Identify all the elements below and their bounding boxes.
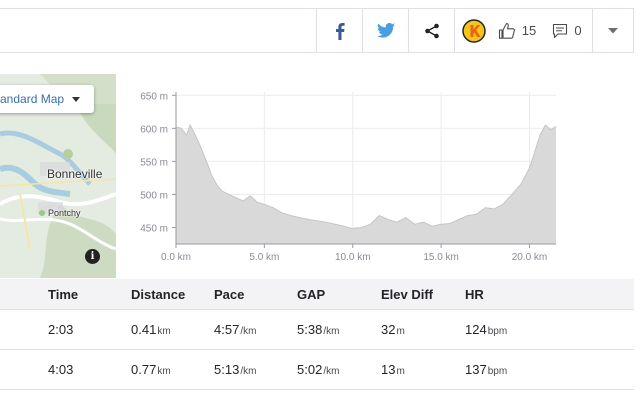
x-tick-label: 0.0 km xyxy=(161,252,191,263)
split-time: 2:03 xyxy=(48,322,74,337)
map-info-icon[interactable]: i xyxy=(85,249,100,264)
split-pace: 4:57/km xyxy=(214,310,256,349)
comment-icon xyxy=(553,23,568,38)
kudos-count: 15 xyxy=(521,23,537,38)
map-type-label: andard Map xyxy=(0,92,65,106)
splits-table: Time Distance Pace GAP Elev Diff HR 2:03… xyxy=(0,279,634,390)
split-hr-value: 137 xyxy=(465,362,487,377)
facebook-share-button[interactable] xyxy=(316,9,362,52)
comments-count: 0 xyxy=(574,23,582,38)
activity-action-bar: 15 0 xyxy=(0,8,634,53)
header-hr: HR xyxy=(465,286,484,302)
table-row[interactable]: 4:03 0.77 km 5:13/km 5:02/km 13 m 137 bpm xyxy=(0,350,634,390)
split-elev-diff: 32 m xyxy=(381,310,405,349)
split-hr: 137 bpm xyxy=(465,350,507,389)
share-icon xyxy=(424,23,439,38)
split-distance-unit: km xyxy=(157,365,171,377)
table-row[interactable]: 2:03 0.41 km 4:57/km 5:38/km 32 m 124 bpm xyxy=(0,310,634,350)
y-tick-label: 450 m xyxy=(140,223,168,234)
thumbs-up-icon xyxy=(498,22,515,39)
route-map[interactable]: andard Map Bonneville Pontchy i xyxy=(0,74,116,278)
split-pace: 5:13/km xyxy=(214,350,256,389)
header-distance: Distance xyxy=(131,286,186,302)
header-gap: GAP xyxy=(297,286,326,302)
elevation-area xyxy=(176,125,556,244)
kudos-logo-icon xyxy=(461,18,486,43)
split-elev-unit: m xyxy=(396,365,405,377)
header-pace: Pace xyxy=(214,286,245,302)
splits-header-row: Time Distance Pace GAP Elev Diff HR xyxy=(0,279,634,310)
kudos-button[interactable]: 15 xyxy=(492,9,542,52)
x-tick-label: 5.0 km xyxy=(249,252,279,263)
share-actions: 15 0 xyxy=(316,9,633,52)
header-elev-diff: Elev Diff xyxy=(381,286,434,302)
split-gap-value: 5:38 xyxy=(297,322,323,337)
split-pace-unit: /km xyxy=(240,365,257,377)
split-distance-unit: km xyxy=(157,325,171,337)
split-gap-value: 5:02 xyxy=(297,362,323,377)
split-pace-value: 4:57 xyxy=(214,322,240,337)
split-hr-unit: bpm xyxy=(487,325,508,337)
split-hr-value: 124 xyxy=(465,322,487,337)
elevation-line xyxy=(175,123,557,230)
header-time: Time xyxy=(48,286,79,302)
elevation-chart[interactable]: 650 m 600 m 550 m 500 m 450 m 0.0 km 5.0 km 10.… xyxy=(120,82,570,272)
caret-down-icon xyxy=(72,96,81,102)
map-type-selector[interactable]: andard Map xyxy=(0,85,94,113)
split-gap: 5:02/km xyxy=(297,350,339,389)
split-gap-unit: /km xyxy=(323,325,340,337)
split-elev-value: 32 xyxy=(381,322,396,337)
map-town-label: Bonneville xyxy=(47,167,103,181)
split-gap: 5:38/km xyxy=(297,310,339,349)
comments-button[interactable]: 0 xyxy=(542,9,592,52)
y-tick-label: 500 m xyxy=(140,190,168,201)
x-tick-label: 15.0 km xyxy=(423,252,459,263)
split-pace-unit: /km xyxy=(240,325,257,337)
split-distance: 0.77 km xyxy=(131,350,171,389)
split-hr: 124 bpm xyxy=(465,310,507,349)
kudos-badge-button[interactable] xyxy=(454,9,492,52)
split-distance-value: 0.41 xyxy=(131,322,157,337)
x-tick-label: 20.0 km xyxy=(512,252,548,263)
split-gap-unit: /km xyxy=(323,365,340,377)
split-hr-unit: bpm xyxy=(487,365,508,377)
chevron-down-icon xyxy=(608,27,618,33)
x-tick-label: 10.0 km xyxy=(335,252,371,263)
twitter-share-button[interactable] xyxy=(362,9,408,52)
y-tick-label: 650 m xyxy=(140,91,168,102)
split-pace-value: 5:13 xyxy=(214,362,240,377)
split-time: 4:03 xyxy=(48,362,74,377)
more-actions-button[interactable] xyxy=(592,9,633,52)
split-distance: 0.41 km xyxy=(131,310,171,349)
map-town-label-small: Pontchy xyxy=(48,208,81,218)
share-button[interactable] xyxy=(408,9,454,52)
split-distance-value: 0.77 xyxy=(131,362,157,377)
split-elev-unit: m xyxy=(396,325,405,337)
facebook-icon xyxy=(335,22,345,40)
y-tick-label: 550 m xyxy=(140,157,168,168)
twitter-icon xyxy=(376,23,395,38)
split-elev-diff: 13 m xyxy=(381,350,405,389)
split-elev-value: 13 xyxy=(381,362,396,377)
y-tick-label: 600 m xyxy=(140,124,168,135)
